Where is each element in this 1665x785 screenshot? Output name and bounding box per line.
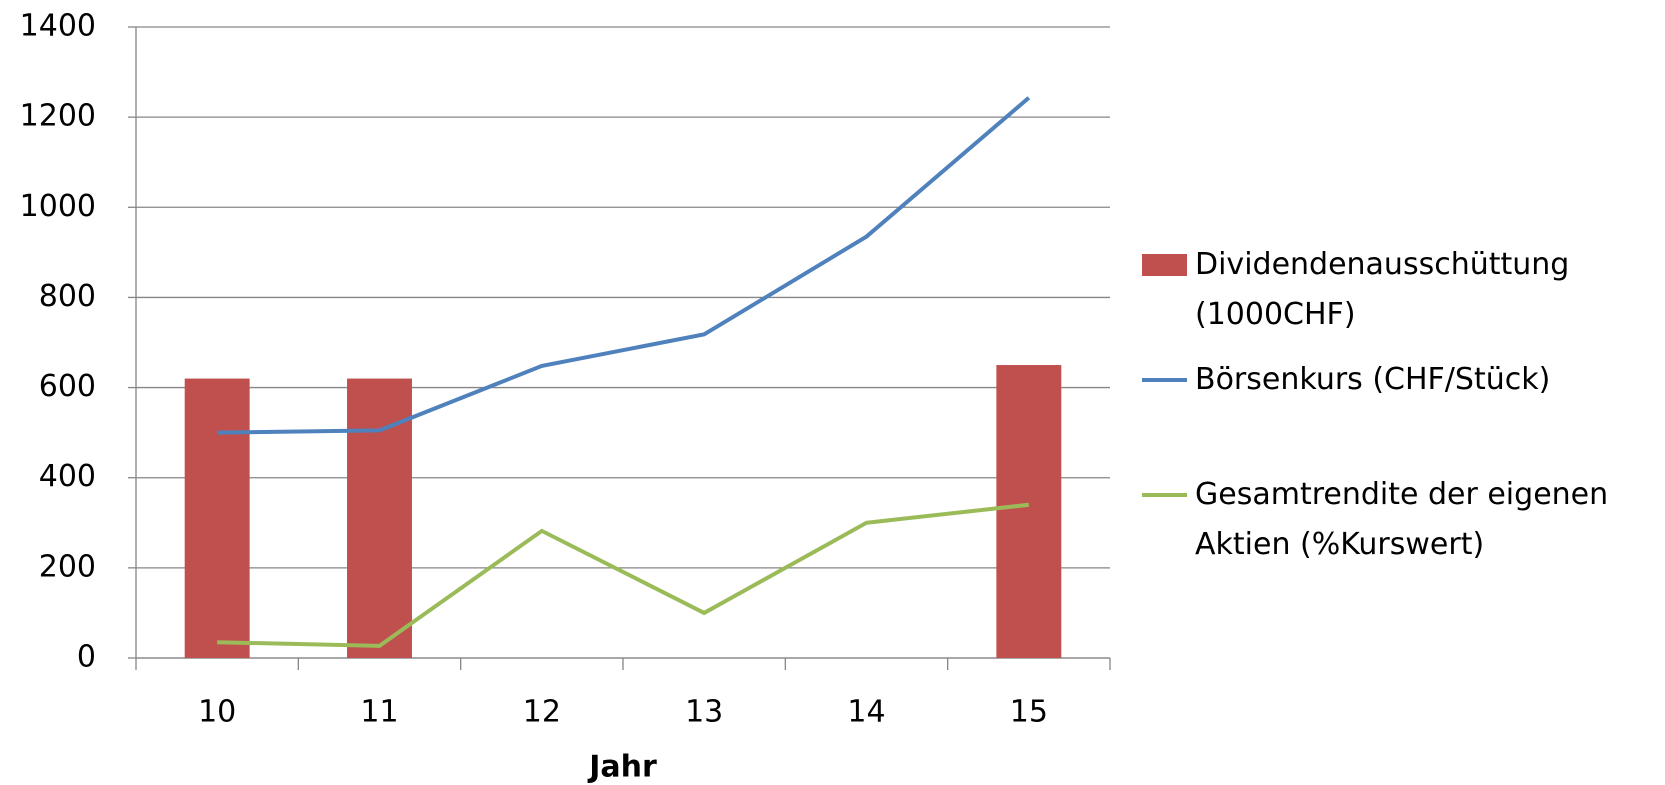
bar xyxy=(996,365,1062,658)
legend-label: Dividendenausschüttung (1000CHF) xyxy=(1195,247,1570,332)
legend-item: Dividendenausschüttung (1000CHF) xyxy=(1142,240,1652,340)
y-tick-label: 1200 xyxy=(20,99,96,134)
legend-item: Gesamtrendite der eigenen Aktien (%Kursw… xyxy=(1142,470,1652,570)
line xyxy=(217,96,1031,435)
line xyxy=(217,502,1030,648)
y-tick-label: 1000 xyxy=(20,189,96,224)
x-tick-label: 10 xyxy=(198,695,236,730)
y-tick-label: 0 xyxy=(77,640,96,675)
y-tick-label: 1400 xyxy=(20,9,96,44)
bar xyxy=(184,378,250,658)
legend-swatch xyxy=(1142,493,1187,497)
legend-swatch xyxy=(1142,378,1187,382)
x-tick-label: 12 xyxy=(523,695,561,730)
y-tick-label: 400 xyxy=(39,459,96,494)
legend-label: Börsenkurs (CHF/Stück) xyxy=(1195,362,1551,397)
x-tick-label: 13 xyxy=(685,695,723,730)
y-tick-label: 200 xyxy=(39,549,96,584)
y-tick-label: 600 xyxy=(39,369,96,404)
legend-label: Gesamtrendite der eigenen Aktien (%Kursw… xyxy=(1195,477,1609,562)
legend-swatch xyxy=(1142,254,1187,276)
legend-item: Börsenkurs (CHF/Stück) xyxy=(1142,355,1652,405)
x-axis-label: Jahr xyxy=(587,750,657,785)
y-tick-label: 800 xyxy=(39,279,96,314)
x-tick-label: 14 xyxy=(847,695,885,730)
bar xyxy=(347,378,412,658)
x-tick-label: 11 xyxy=(360,695,398,730)
x-tick-label: 15 xyxy=(1010,695,1048,730)
